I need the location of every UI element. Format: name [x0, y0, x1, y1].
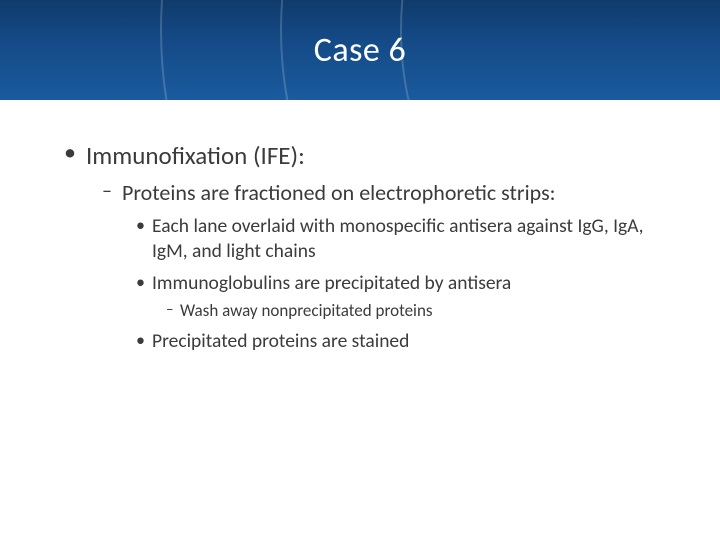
decorative-arc: [400, 0, 720, 100]
bullet-icon: •: [132, 271, 152, 294]
bullet-icon: •: [60, 140, 86, 166]
bullet-icon: –: [162, 300, 180, 321]
list-item: • Each lane overlaid with monospecific a…: [132, 214, 660, 265]
list-item: • Precipitated proteins are stained: [132, 329, 660, 354]
bullet-icon: –: [98, 179, 122, 203]
bullet-icon: •: [132, 214, 152, 237]
bullet-text: Immunoglobulins are precipitated by anti…: [152, 271, 511, 296]
title-band: Case 6: [0, 0, 720, 100]
slide-title: Case 6: [314, 30, 407, 71]
list-item: – Proteins are fractioned on electrophor…: [98, 179, 660, 354]
bullet-text: Immunofixation (IFE):: [86, 140, 305, 171]
slide: Case 6 • Immunofixation (IFE): – Protein…: [0, 0, 720, 540]
list-item: • Immunoglobulins are precipitated by an…: [132, 271, 660, 323]
bullet-text: Each lane overlaid with monospecific ant…: [152, 214, 660, 265]
list-item: • Immunofixation (IFE): – Proteins are f…: [60, 140, 660, 354]
bullet-text: Wash away nonprecipitated proteins: [180, 300, 433, 323]
bullet-text: Proteins are fractioned on electrophoret…: [122, 179, 556, 208]
bullet-icon: •: [132, 329, 152, 352]
list-item: – Wash away nonprecipitated proteins: [162, 300, 660, 323]
slide-body: • Immunofixation (IFE): – Proteins are f…: [0, 100, 720, 384]
bullet-text: Precipitated proteins are stained: [152, 329, 409, 354]
